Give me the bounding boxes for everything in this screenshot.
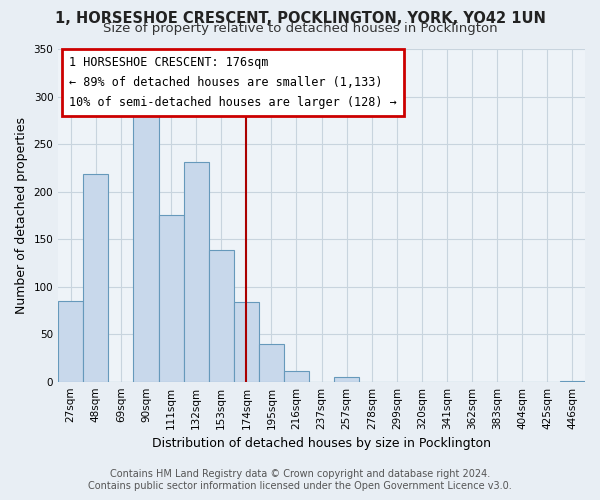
Bar (133, 114, 158, 382)
Bar (58, 301, 83, 382)
Bar (209, 250, 234, 382)
Text: 1 HORSESHOE CRESCENT: 176sqm
← 89% of detached houses are smaller (1,133)
10% of: 1 HORSESHOE CRESCENT: 176sqm ← 89% of de… (69, 56, 397, 108)
Text: Size of property relative to detached houses in Pocklington: Size of property relative to detached ho… (103, 22, 497, 35)
Bar (158, 216, 184, 382)
Bar (284, 371, 309, 382)
Bar (259, 344, 284, 382)
X-axis label: Distribution of detached houses by size in Pocklington: Distribution of detached houses by size … (152, 437, 491, 450)
Text: 1, HORSESHOE CRESCENT, POCKLINGTON, YORK, YO42 1UN: 1, HORSESHOE CRESCENT, POCKLINGTON, YORK… (55, 11, 545, 26)
Bar (83, 174, 109, 382)
Bar (334, 377, 359, 382)
Y-axis label: Number of detached properties: Number of detached properties (15, 117, 28, 314)
Bar (234, 302, 259, 382)
Bar (560, 380, 585, 382)
Bar (184, 162, 209, 382)
Text: Contains HM Land Registry data © Crown copyright and database right 2024.
Contai: Contains HM Land Registry data © Crown c… (88, 470, 512, 491)
